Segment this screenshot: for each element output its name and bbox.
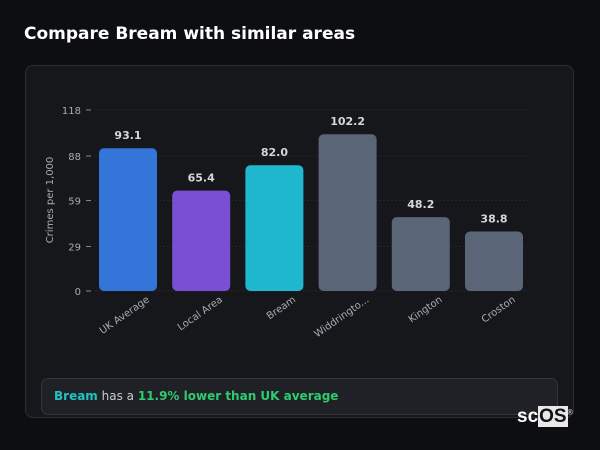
bar-value-label: 102.2 bbox=[330, 115, 365, 128]
bar bbox=[391, 217, 450, 291]
x-tick-label: UK Average bbox=[98, 294, 152, 336]
x-tick-label: Local Area bbox=[176, 294, 225, 333]
bar bbox=[318, 134, 377, 291]
y-tick-label: 59 bbox=[68, 197, 81, 208]
summary-text: has a bbox=[97, 389, 138, 403]
bar-value-label: 38.8 bbox=[480, 212, 507, 225]
summary-highlight: 11.9% lower than UK average bbox=[137, 389, 339, 403]
bar-value-label: 93.1 bbox=[114, 129, 141, 142]
y-tick-label: 118 bbox=[62, 106, 81, 117]
bar bbox=[99, 148, 157, 291]
y-axis-label: Crimes per 1,000 bbox=[45, 157, 56, 244]
x-tick-label: Kington bbox=[407, 294, 445, 325]
y-tick-label: 29 bbox=[68, 243, 81, 254]
x-tick-label: Croston bbox=[480, 294, 518, 325]
x-tick-label: Bream bbox=[265, 294, 298, 322]
summary-area: Bream bbox=[54, 389, 98, 403]
bar bbox=[172, 190, 231, 291]
bar bbox=[465, 231, 523, 291]
page-title: Compare Bream with similar areas bbox=[24, 24, 356, 44]
y-tick-label: 88 bbox=[68, 152, 81, 163]
y-tick-label: 0 bbox=[75, 287, 81, 298]
scos-logo: scOS® bbox=[517, 406, 573, 427]
bar bbox=[245, 165, 304, 291]
x-tick-label: Widdringto... bbox=[312, 294, 371, 340]
bar-value-label: 65.4 bbox=[188, 172, 215, 185]
bar-value-label: 82.0 bbox=[261, 146, 288, 159]
summary-box: Bream has a 11.9% lower than UK average bbox=[41, 378, 558, 415]
bar-value-label: 48.2 bbox=[407, 198, 434, 211]
